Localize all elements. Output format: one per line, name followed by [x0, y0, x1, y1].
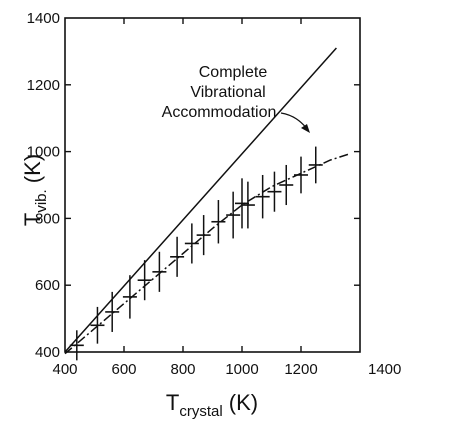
- plot-frame: [64, 17, 361, 353]
- reference-line: [64, 47, 337, 353]
- y-tick-label: 400: [35, 344, 60, 361]
- x-axis-label-unit: (K): [223, 390, 258, 415]
- x-tick-label: 800: [170, 361, 195, 378]
- y-axis-label-sub: vib.: [33, 189, 50, 212]
- plot-marks: [64, 47, 349, 361]
- x-tick-label: 400: [52, 361, 77, 378]
- x-tick-label: 1200: [284, 361, 317, 378]
- annotation-line-2: Vibrational: [190, 84, 265, 101]
- y-axis-label-main: T: [20, 213, 45, 226]
- y-axis-label-unit: (K): [20, 154, 45, 189]
- y-tick-label: 1200: [27, 77, 60, 94]
- y-tick-label: 1400: [27, 10, 60, 27]
- annotation-line-1: Complete: [199, 64, 268, 81]
- x-tick-label: 1400: [368, 361, 401, 378]
- fit-curve: [64, 153, 349, 355]
- y-tick-label: 600: [35, 277, 60, 294]
- annotation-line-3: Accommodation: [162, 104, 277, 121]
- annotation-arrowhead: [301, 124, 310, 133]
- x-axis-label: Tcrystal (K): [166, 390, 258, 420]
- y-axis-label: Tvib. (K): [20, 154, 50, 226]
- annotation: Complete Vibrational Accommodation: [162, 64, 310, 133]
- x-tick-label: 1000: [225, 361, 258, 378]
- x-tick-label: 600: [111, 361, 136, 378]
- x-axis-label-sub: crystal: [179, 403, 222, 420]
- y-tick-label: 800: [35, 210, 60, 227]
- axis-ticks: 400 600 800 1000 1200 1400 400 600 800 1000 1200 14…: [27, 10, 402, 378]
- y-tick-label: 1000: [27, 144, 60, 161]
- x-axis-label-main: T: [166, 390, 179, 415]
